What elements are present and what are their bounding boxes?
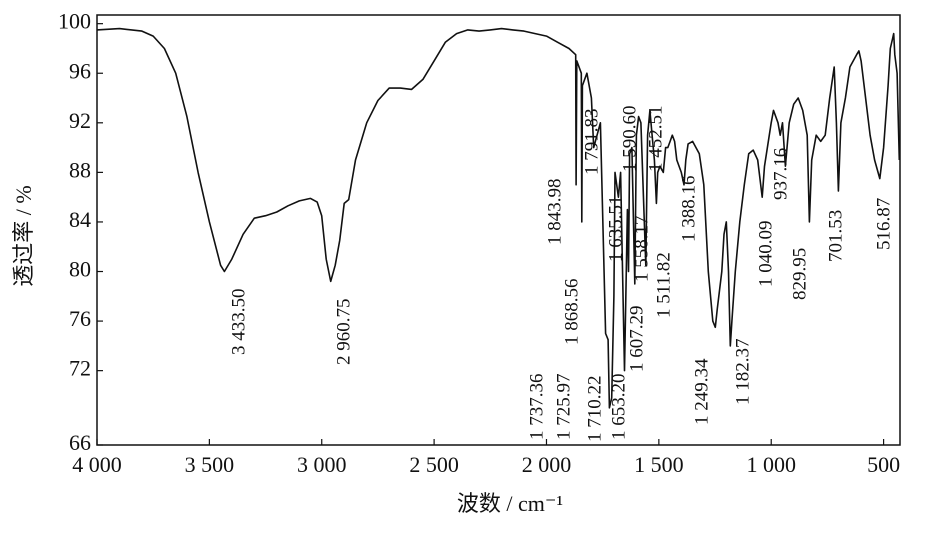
peak-label: 1 791.83: [581, 109, 602, 176]
x-tick-label: 3 500: [185, 452, 235, 477]
peak-label: 1 635.51: [605, 196, 626, 263]
peak-label: 1 558.17: [631, 216, 652, 283]
x-axis-label: 波数 / cm⁻¹: [457, 491, 563, 516]
x-tick-label: 3 000: [297, 452, 347, 477]
x-tick-label: 1 500: [634, 452, 684, 477]
peak-label: 1 511.82: [653, 252, 674, 318]
x-tick-label: 500: [867, 452, 900, 477]
peak-label: 1 843.98: [544, 179, 565, 246]
y-tick-label: 72: [69, 356, 91, 381]
peak-label: 3 433.50: [228, 289, 249, 356]
y-tick-label: 100: [58, 9, 91, 34]
y-tick-label: 80: [69, 257, 91, 282]
peak-label: 516.87: [873, 198, 894, 250]
y-tick-label: 76: [69, 306, 91, 331]
y-tick-label: 96: [69, 58, 91, 83]
plot-frame: [96, 14, 901, 446]
peak-label: 1 452.51: [645, 106, 666, 173]
peak-label: 1 868.56: [561, 279, 582, 346]
x-tick-label: 2 000: [522, 452, 572, 477]
peak-label: 701.53: [825, 210, 846, 262]
spectrum-line: [96, 27, 901, 409]
x-tick-label: 1 000: [746, 452, 796, 477]
y-tick-label: 66: [69, 430, 91, 455]
peak-label: 1 182.37: [732, 339, 753, 406]
peak-label: 1 607.29: [626, 306, 647, 373]
peak-label: 1 249.34: [691, 358, 712, 425]
peak-label: 1 388.16: [678, 176, 699, 243]
peak-label: 1 737.36: [526, 374, 547, 441]
peak-label: 1 040.09: [755, 221, 776, 288]
peak-label: 937.16: [770, 148, 791, 200]
y-tick-label: 84: [69, 207, 91, 232]
peak-label: 1 653.20: [608, 374, 629, 441]
peak-label: 1 725.97: [553, 374, 574, 441]
peak-label: 2 960.75: [333, 299, 354, 366]
peak-label: 829.95: [789, 248, 810, 300]
y-tick-label: 88: [69, 157, 91, 182]
peak-label: 1 710.22: [584, 376, 605, 443]
x-tick-label: 2 500: [409, 452, 459, 477]
y-tick-label: 92: [69, 108, 91, 133]
y-axis-label: 透过率 / %: [11, 185, 36, 286]
x-tick-label: 4 000: [72, 452, 122, 477]
peak-label: 1 590.60: [619, 106, 640, 173]
